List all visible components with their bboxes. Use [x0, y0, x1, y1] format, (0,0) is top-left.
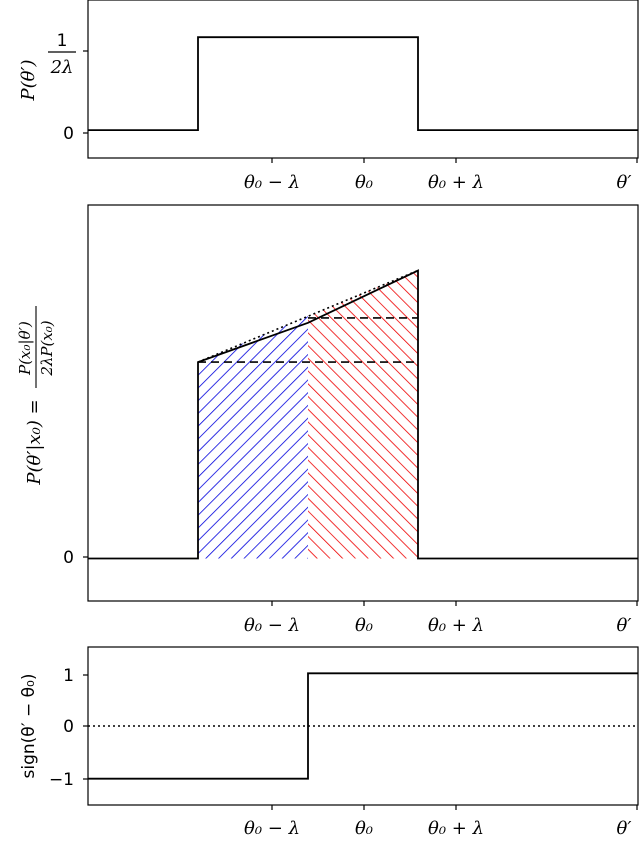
top-axes-frame [87, 0, 639, 159]
mid-ylabel: P(θ′|x₀) = P(x₀|θ′) 2λP(x₀) [16, 306, 56, 486]
mid-xtick-plus-label: θ₀ + λ [428, 615, 484, 636]
top-xtick-minus-label: θ₀ − λ [244, 172, 300, 193]
mid-xtick-center-label: θ₀ [355, 615, 373, 636]
bottom-step-line [88, 672, 638, 780]
middle-outline-line [88, 269, 638, 560]
top-xtick-center-label: θ₀ [355, 172, 373, 193]
bot-ytick-one-label: 1 [63, 666, 74, 686]
bot-ytick-minus1-label: −1 [49, 770, 74, 790]
bot-xtick-center-label: θ₀ [355, 818, 373, 839]
bot-xtick-plus-label: θ₀ + λ [428, 818, 484, 839]
top-ytick-zero-label: 0 [63, 124, 74, 144]
top-xtick-plus-label: θ₀ + λ [428, 172, 484, 193]
red-hatch-fill [308, 270, 418, 559]
bot-xtick-minus-label: θ₀ − λ [244, 818, 300, 839]
mid-ylabel-left: P(θ′|x₀) = [24, 399, 45, 485]
mid-ytick-zero-label: 0 [63, 548, 74, 568]
bottom-panel: 1 0 −1 θ₀ − λ θ₀ θ₀ + λ θ′ sign(θ′ − θ₀) [19, 646, 639, 839]
bot-ytick-zero-label: 0 [63, 717, 74, 737]
bot-ylabel: sign(θ′ − θ₀) [19, 674, 39, 779]
top-xtick-prime-label: θ′ [617, 172, 632, 193]
mid-xtick-minus-label: θ₀ − λ [244, 615, 300, 636]
mid-xtick-prime-label: θ′ [617, 615, 632, 636]
mid-ylabel-denominator: 2λP(x₀) [38, 320, 56, 376]
blue-hatch-fill [198, 316, 308, 559]
mid-ylabel-numerator: P(x₀|θ′) [16, 321, 34, 376]
top-ytick-one-num: 1 [57, 31, 68, 51]
top-ytick-one-den: 2λ [50, 57, 74, 78]
top-step-line [88, 36, 638, 131]
middle-axes-frame [87, 204, 639, 602]
middle-panel: 0 θ₀ − λ θ₀ θ₀ + λ θ′ P(θ′|x₀) = P(x₀|θ′… [16, 204, 639, 636]
top-ylabel: P(θ′) [18, 59, 39, 101]
top-panel: 0 1 2λ θ₀ − λ θ₀ θ₀ + λ θ′ P(θ′) [18, 0, 639, 193]
bot-xtick-prime-label: θ′ [617, 818, 632, 839]
